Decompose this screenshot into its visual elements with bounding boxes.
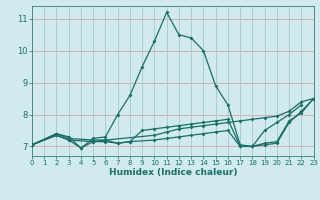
X-axis label: Humidex (Indice chaleur): Humidex (Indice chaleur) <box>108 168 237 177</box>
